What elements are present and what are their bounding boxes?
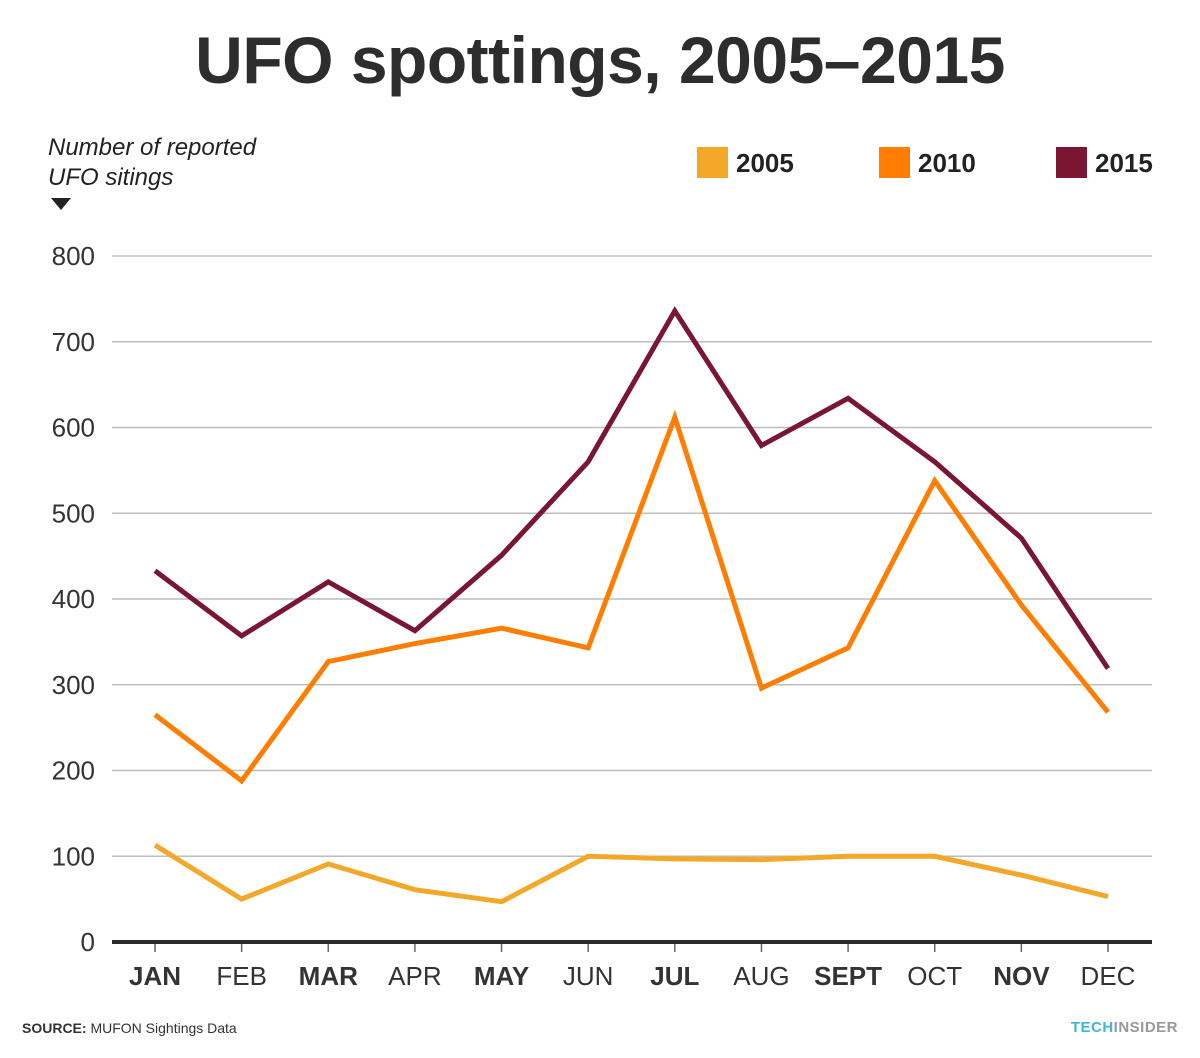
brand-logo: TECHINSIDER xyxy=(1071,1019,1178,1036)
x-tick-label-apr: APR xyxy=(388,961,441,991)
x-tick-label-oct: OCT xyxy=(907,961,962,991)
y-tick-label-200: 200 xyxy=(52,756,95,786)
y-axis-label-line-2: UFO sitings xyxy=(48,164,173,191)
x-tick-label-mar: MAR xyxy=(299,961,358,991)
x-tick-label-feb: FEB xyxy=(216,961,267,991)
legend: 2005 2010 2015 xyxy=(697,147,1153,178)
y-axis-ticks: 0 100 200 300 400 500 600 700 800 xyxy=(52,241,95,957)
source-note: SOURCE: MUFON Sightings Data xyxy=(22,1020,237,1036)
legend-swatch-2005 xyxy=(697,147,728,178)
x-axis xyxy=(112,940,1152,952)
legend-swatch-2010 xyxy=(879,147,910,178)
y-tick-label-100: 100 xyxy=(52,841,95,871)
legend-label-2010: 2010 xyxy=(918,148,976,178)
series-lines xyxy=(153,306,1111,905)
brand-insider: INSIDER xyxy=(1113,1019,1178,1036)
series-line-2015 xyxy=(153,306,1111,670)
legend-label-2005: 2005 xyxy=(736,148,794,178)
legend-label-2015: 2015 xyxy=(1095,148,1153,178)
x-tick-label-jun: JUN xyxy=(563,961,614,991)
series-line-2005 xyxy=(153,842,1109,905)
source-label: SOURCE: xyxy=(22,1020,87,1036)
x-tick-label-nov: NOV xyxy=(993,961,1050,991)
x-tick-label-jul: JUL xyxy=(650,961,699,991)
grid-lines xyxy=(112,255,1152,857)
x-axis-ticks: JAN FEB MAR APR MAY JUN JUL AUG SEPT OCT NOV DEC xyxy=(129,961,1135,991)
y-tick-label-400: 400 xyxy=(52,584,95,614)
x-tick-label-dec: DEC xyxy=(1081,961,1136,991)
y-axis-label: Number of reported UFO sitings xyxy=(48,134,257,210)
x-tick-label-sept: SEPT xyxy=(814,961,882,991)
y-tick-label-600: 600 xyxy=(52,413,95,443)
series-line-2010 xyxy=(153,409,1110,785)
y-tick-label-500: 500 xyxy=(52,498,95,528)
x-tick-label-jan: JAN xyxy=(129,961,181,991)
y-tick-label-0: 0 xyxy=(81,927,95,957)
y-axis-label-line-1: Number of reported xyxy=(48,134,257,161)
down-arrow-icon xyxy=(51,198,71,210)
source-text: MUFON Sightings Data xyxy=(90,1020,237,1036)
chart-title: UFO spottings, 2005–2015 xyxy=(195,23,1005,97)
y-tick-label-300: 300 xyxy=(52,670,95,700)
y-tick-label-700: 700 xyxy=(52,327,95,357)
brand-tech: TECH xyxy=(1070,1019,1114,1036)
x-tick-label-may: MAY xyxy=(474,961,529,991)
y-tick-label-800: 800 xyxy=(52,241,95,271)
legend-swatch-2015 xyxy=(1056,147,1087,178)
x-tick-label-aug: AUG xyxy=(733,961,789,991)
